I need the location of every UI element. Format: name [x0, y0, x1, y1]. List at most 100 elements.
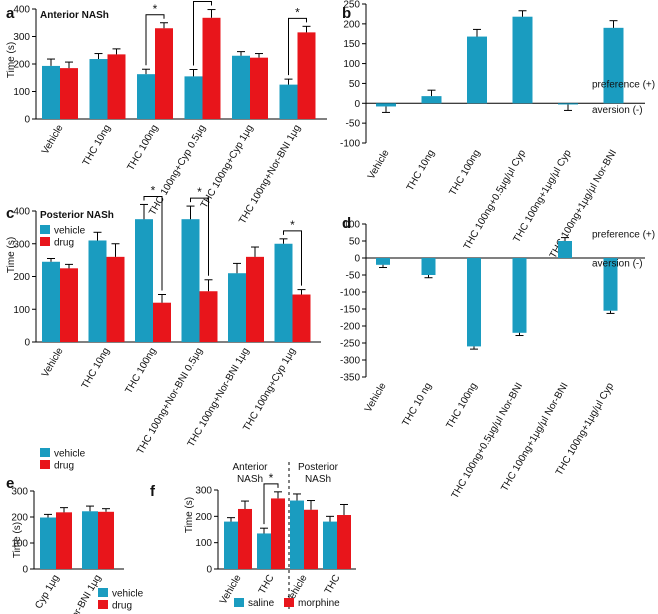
x-tick-label: Cyp 1μg [33, 573, 61, 611]
bar-vehicle [228, 273, 246, 342]
bar-drug [246, 256, 264, 342]
panel-c-title: Posterior NASh [40, 210, 114, 221]
bar-drug [98, 511, 114, 569]
x-tick-label: THC [257, 573, 277, 596]
bar-drug [153, 302, 171, 342]
y-tick-label: 400 [13, 207, 30, 218]
significance-bracket [263, 483, 279, 525]
y-tick-label: 200 [13, 272, 30, 283]
x-tick-label: Nor-BNI 1μg [66, 573, 103, 614]
significance-bracket [288, 17, 307, 76]
y-tick-label: -250 [340, 339, 360, 350]
x-tick-label: THC 100ng [124, 346, 159, 396]
bar-morphine [271, 498, 285, 569]
preference-label: preference (+) [592, 79, 655, 90]
group-label-anterior-2: NASh [237, 474, 263, 485]
y-tick-label: 0 [206, 565, 212, 576]
x-tick-label: Vehicle [363, 381, 389, 415]
panel-e-ylabel: Time (s) [12, 522, 23, 558]
legend-swatch-drug [40, 460, 50, 469]
bar-vehicle [232, 55, 250, 119]
bar [421, 96, 442, 104]
x-tick-label: THC 100ng [126, 123, 161, 173]
legend-swatch-vehicle [40, 448, 50, 457]
legend-swatch-vehicle [98, 588, 108, 597]
x-tick-label: Vehicle [40, 123, 66, 157]
bar-drug [107, 54, 126, 119]
x-tick-label: Vehicle [40, 346, 66, 380]
y-tick-label: 150 [343, 39, 360, 50]
y-tick-label: 200 [343, 19, 360, 30]
y-tick-label: 200 [13, 60, 30, 71]
panel-letter-d: d [342, 215, 351, 232]
bar-morphine [337, 515, 351, 569]
x-tick-label: THC 100ng+Cyp 1μg [241, 346, 298, 433]
bar-saline [257, 533, 271, 569]
y-tick-label: 0 [354, 99, 360, 110]
significance-star: * [151, 183, 156, 197]
bar-vehicle [274, 243, 293, 342]
bar-drug [56, 512, 72, 569]
bar-vehicle [135, 219, 153, 342]
bar-morphine [304, 509, 318, 569]
y-tick-label: -300 [340, 356, 360, 367]
group-label-posterior: Posterior [298, 462, 339, 473]
panel-letter-f: f [150, 483, 156, 500]
y-tick-label: 100 [343, 220, 360, 231]
bar-drug [202, 17, 221, 119]
aversion-label: aversion (-) [592, 259, 643, 270]
legend-label-saline: saline [248, 598, 275, 609]
significance-star: * [290, 218, 295, 232]
y-tick-label: 0 [24, 338, 30, 349]
x-tick-label: THC 100ng [445, 381, 480, 431]
y-tick-label: 0 [22, 565, 28, 576]
significance-star: * [295, 5, 300, 19]
group-label-posterior-2: NASh [305, 474, 331, 485]
y-tick-label: 0 [24, 115, 30, 126]
y-tick-label: 400 [13, 5, 30, 16]
y-tick-label: -50 [346, 119, 361, 130]
bar-vehicle [184, 76, 203, 119]
y-tick-label: 200 [195, 512, 212, 523]
bar-vehicle [82, 511, 98, 569]
bar-drug [106, 256, 125, 342]
significance-star: * [200, 0, 205, 3]
y-tick-label: 100 [13, 305, 30, 316]
bar-drug [297, 32, 316, 119]
x-tick-label: THC 100ng [448, 148, 483, 198]
bar-vehicle [88, 240, 107, 342]
legend-label-vehicle: vehicle [54, 449, 86, 460]
legend-label-morphine: morphine [298, 598, 340, 609]
significance-bracket [190, 197, 209, 276]
bar-vehicle [137, 74, 155, 119]
y-tick-label: 0 [354, 254, 360, 265]
legend-label-vehicle: vehicle [54, 226, 86, 237]
y-tick-label: 100 [195, 538, 212, 549]
group-label-anterior: Anterior [232, 462, 268, 473]
bar-drug [60, 268, 78, 342]
x-tick-label: THC 10ng [405, 148, 437, 193]
bar-saline [224, 521, 238, 569]
y-tick-label: 100 [11, 539, 28, 550]
y-tick-label: -100 [340, 288, 360, 299]
bar-vehicle [89, 59, 108, 119]
legend-label-vehicle: vehicle [112, 589, 144, 600]
x-tick-label: THC [323, 573, 343, 596]
legend-swatch-saline [234, 598, 244, 607]
aversion-label: aversion (-) [592, 105, 643, 116]
y-tick-label: -100 [340, 139, 360, 150]
bar-drug [292, 294, 311, 342]
significance-bracket [193, 1, 212, 66]
legend-swatch-morphine [284, 598, 294, 607]
bar [603, 258, 618, 311]
bar [467, 36, 487, 104]
x-tick-label: THC 10 ng [400, 381, 434, 428]
bar-vehicle [42, 261, 60, 342]
panel-letter-e: e [6, 475, 14, 492]
significance-bracket [143, 195, 163, 291]
legend-label-drug: drug [54, 238, 74, 249]
significance-bracket [145, 14, 165, 66]
y-tick-label: 50 [349, 79, 361, 90]
panel-letter-c: c [6, 205, 14, 222]
